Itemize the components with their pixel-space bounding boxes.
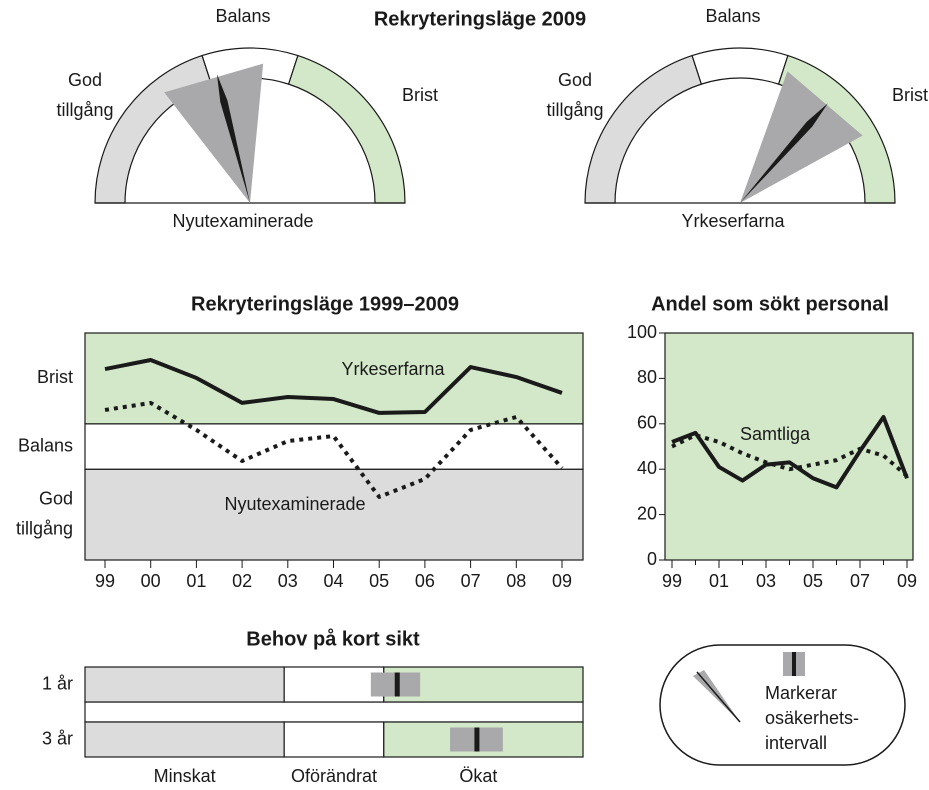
legend-text: osäkerhets- — [765, 708, 859, 728]
gauge-title: Rekryteringsläge 2009 — [374, 8, 586, 30]
row-label: 1 år — [42, 673, 73, 693]
gauge-zone — [691, 47, 789, 85]
line-series — [671, 414, 909, 490]
marker — [394, 672, 400, 697]
y-tick-label: 100 — [627, 322, 657, 342]
x-tick-label: 07 — [850, 571, 870, 591]
chart-title: Behov på kort sikt — [246, 627, 420, 650]
zone-label: Minskat — [154, 766, 216, 786]
gauge-name: Nyutexaminerade — [172, 211, 313, 231]
y-tick-label: 20 — [637, 503, 657, 523]
bullet-zone — [84, 666, 285, 703]
gauge-zone-label: Brist — [402, 85, 438, 105]
gauge-name: Yrkeserfarna — [681, 211, 785, 231]
gauge-zone-label: God tillgång — [546, 70, 603, 120]
x-tick-label: 03 — [756, 571, 776, 591]
series-label: Yrkeserfarna — [341, 359, 445, 379]
y-tick-label: 80 — [637, 367, 657, 387]
band-label: God tillgång — [16, 488, 73, 538]
zone-label: Ökat — [459, 766, 497, 786]
marker — [474, 727, 480, 752]
legend-text: intervall — [765, 733, 827, 753]
band — [84, 423, 584, 470]
x-tick-label: 01 — [186, 571, 206, 591]
band-label: Balans — [18, 435, 73, 455]
series-label: Nyutexaminerade — [224, 494, 365, 514]
gauge-zone-label: Brist — [892, 85, 928, 105]
x-tick-label: 02 — [232, 571, 252, 591]
x-tick-label: 99 — [95, 571, 115, 591]
band — [84, 468, 584, 561]
gauge-zone-label: God tillgång — [56, 70, 113, 120]
x-tick-label: 07 — [461, 571, 481, 591]
x-tick-label: 05 — [803, 571, 823, 591]
row-gap — [84, 701, 584, 723]
bullet-zone — [84, 721, 285, 758]
chart-title: Andel som sökt personal — [651, 293, 889, 315]
bullet-zone — [283, 721, 385, 758]
plot-area — [664, 332, 914, 561]
chart-title: Rekryteringsläge 1999–2009 — [191, 293, 459, 315]
x-tick-label: 09 — [897, 571, 917, 591]
x-tick-label: 03 — [278, 571, 298, 591]
x-tick-label: 06 — [415, 571, 435, 591]
row-label: 3 år — [42, 728, 73, 748]
x-tick-label: 99 — [662, 571, 682, 591]
needle — [216, 74, 250, 203]
line-series — [104, 358, 563, 415]
x-tick-label: 08 — [506, 571, 526, 591]
band-label: Brist — [37, 367, 73, 387]
legend-text: Markerar — [765, 683, 837, 703]
bullet-zone — [283, 666, 385, 703]
gauge-zone-label: Balans — [215, 6, 270, 26]
legend-box — [659, 644, 906, 766]
series-label: Samtliga — [740, 424, 811, 444]
x-tick-label: 04 — [323, 571, 343, 591]
x-tick-label: 09 — [552, 571, 572, 591]
legend-needle — [696, 671, 741, 723]
legend-marker — [792, 652, 796, 676]
gauge-zone — [287, 54, 406, 204]
uncertainty-wedge — [164, 63, 264, 204]
x-tick-label: 01 — [709, 571, 729, 591]
gauge-zone-label: Balans — [705, 6, 760, 26]
line-series — [104, 400, 564, 499]
zone-label: Oförändrat — [291, 766, 377, 786]
x-tick-label: 00 — [141, 571, 161, 591]
y-tick-label: 0 — [647, 549, 657, 569]
gauge-zone — [584, 54, 703, 204]
needle — [740, 103, 828, 203]
y-tick-label: 40 — [637, 458, 657, 478]
band — [84, 332, 584, 425]
line-series — [671, 433, 909, 478]
y-tick-label: 60 — [637, 413, 657, 433]
x-tick-label: 05 — [369, 571, 389, 591]
